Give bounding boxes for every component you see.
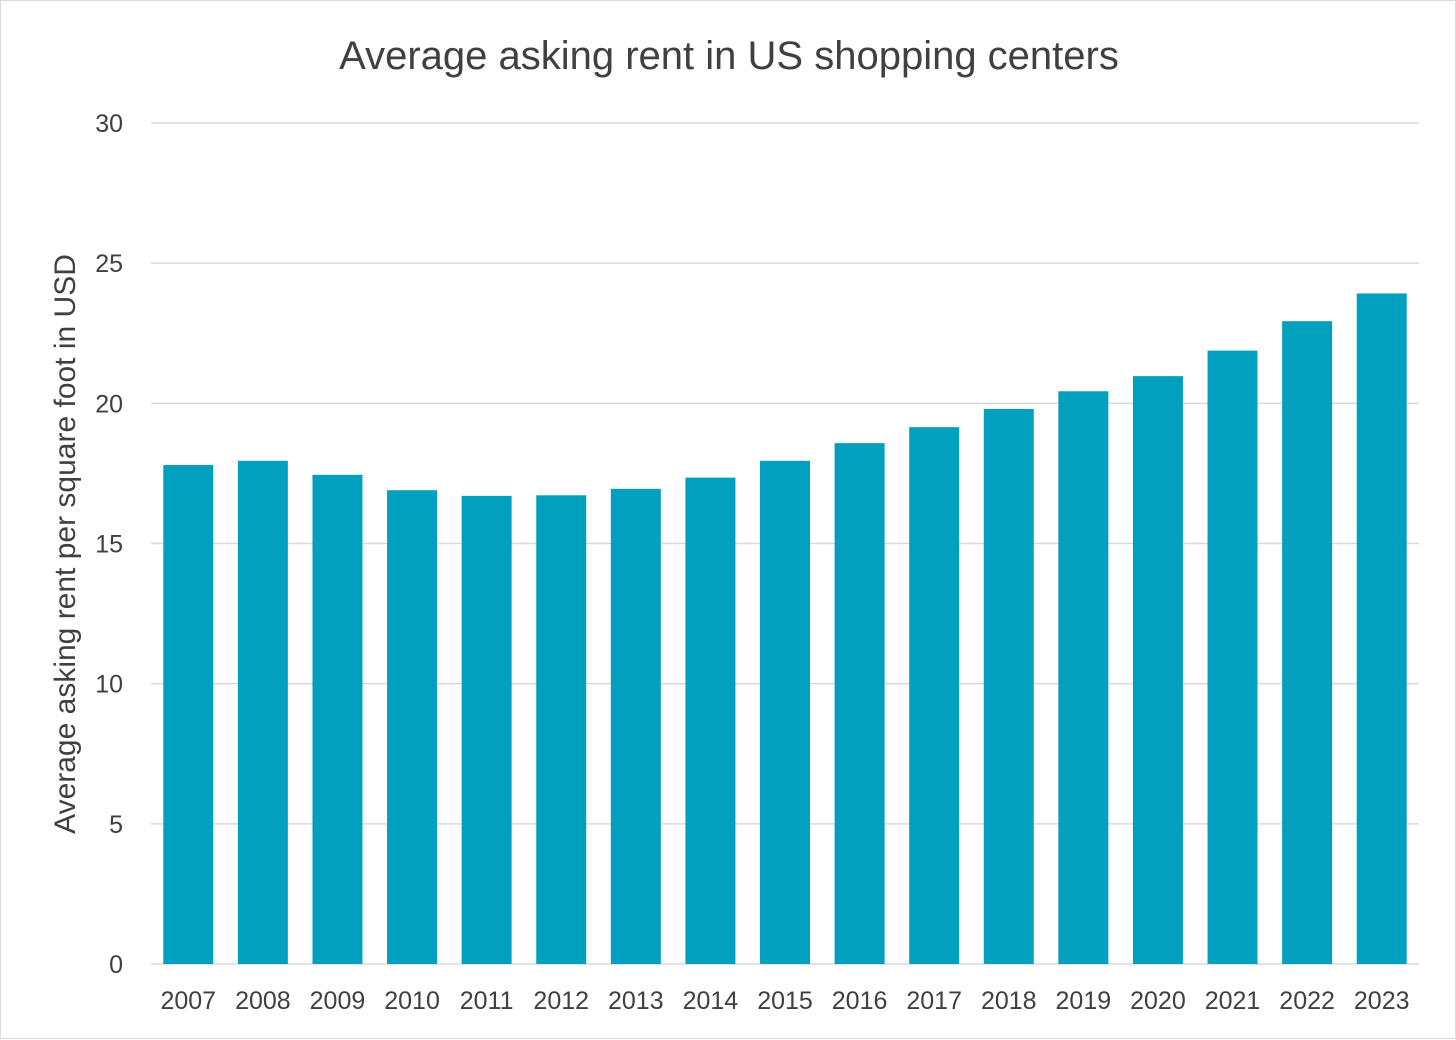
- bars: [163, 293, 1407, 965]
- bar-2012: [536, 495, 587, 964]
- x-tick-label: 2017: [906, 987, 962, 1015]
- bar-2022: [1282, 321, 1333, 964]
- y-tick-label: 15: [95, 531, 123, 559]
- x-tick-label: 2012: [533, 987, 589, 1015]
- bar-2016: [834, 443, 885, 965]
- bar-2013: [610, 488, 661, 964]
- y-tick-label: 10: [95, 671, 123, 699]
- chart-title: Average asking rent in US shopping cente…: [339, 34, 1119, 78]
- bar-2015: [760, 460, 810, 964]
- x-tick-label: 2015: [757, 987, 813, 1015]
- x-tick-label: 2019: [1056, 987, 1112, 1015]
- y-tick-label: 25: [95, 250, 123, 278]
- bar-2010: [387, 490, 438, 964]
- x-tick-label: 2022: [1279, 987, 1335, 1015]
- y-tick-label: 0: [109, 951, 123, 979]
- x-tick-label: 2014: [683, 987, 739, 1015]
- x-tick-label: 2018: [981, 987, 1037, 1015]
- bar-2009: [312, 474, 363, 964]
- x-tick-label: 2023: [1354, 987, 1410, 1015]
- bar-2021: [1207, 350, 1258, 964]
- bar-2017: [909, 427, 960, 965]
- bar-2008: [237, 460, 288, 964]
- bar-2007: [163, 465, 214, 964]
- bar-2020: [1132, 376, 1183, 964]
- y-axis-label: Average asking rent per square foot in U…: [49, 254, 82, 834]
- x-tick-label: 2011: [460, 987, 514, 1015]
- x-tick-label: 2007: [160, 987, 216, 1015]
- x-tick-label: 2021: [1205, 987, 1261, 1015]
- x-tick-labels: 2007 2008 2009 2010 2011 2012 2013 2014 2015 2016…: [160, 987, 1409, 1015]
- y-tick-label: 30: [95, 110, 123, 138]
- x-tick-label: 2008: [235, 987, 291, 1015]
- bar-2014: [685, 477, 736, 964]
- bar-2023: [1356, 293, 1407, 965]
- x-tick-label: 2010: [384, 987, 440, 1015]
- y-tick-label: 5: [109, 811, 123, 839]
- x-tick-label: 2009: [310, 987, 366, 1015]
- y-tick-labels: 0 5 10 15 20 25 30: [95, 110, 123, 979]
- bar-2011: [461, 495, 512, 964]
- bar-2019: [1058, 391, 1109, 964]
- bar-2018: [983, 408, 1034, 964]
- x-tick-label: 2013: [608, 987, 664, 1015]
- x-tick-label: 2020: [1130, 987, 1186, 1015]
- x-tick-label: 2016: [832, 987, 888, 1015]
- y-tick-label: 20: [95, 390, 123, 418]
